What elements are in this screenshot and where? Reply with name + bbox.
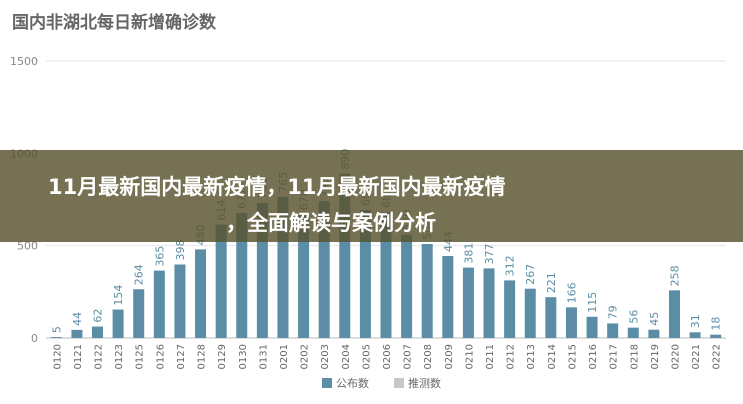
- bar: [215, 224, 227, 338]
- bar: [50, 337, 62, 338]
- bar: [627, 327, 639, 338]
- legend-label: 公布数: [336, 377, 369, 390]
- data-label: 258: [668, 265, 681, 286]
- x-tick-label: 0222: [712, 344, 723, 369]
- x-tick-label: 0214: [547, 344, 558, 369]
- legend-label: 推测数: [408, 376, 441, 390]
- bar: [504, 280, 516, 338]
- chart-title: 国内非湖北每日新增确诊数: [12, 12, 217, 33]
- x-tick-label: 0206: [382, 344, 393, 369]
- x-tick-label: 0210: [464, 344, 475, 369]
- bar: [380, 212, 392, 338]
- x-tick-label: 0127: [176, 344, 187, 369]
- banner-text: ，全面解读与案例分析: [226, 211, 436, 235]
- x-tick-label: 0129: [217, 344, 228, 369]
- x-tick-label: 0207: [403, 344, 414, 369]
- bar: [401, 234, 413, 338]
- y-tick-label: 500: [17, 240, 38, 253]
- data-label: 44: [71, 312, 84, 326]
- bar: [586, 316, 598, 338]
- bar: [174, 264, 186, 338]
- x-tick-label: 0217: [609, 344, 620, 369]
- x-tick-label: 0202: [300, 344, 311, 369]
- bar: [92, 326, 104, 338]
- x-tick-label: 0211: [485, 344, 496, 369]
- bar: [648, 329, 660, 338]
- bar: [277, 196, 289, 338]
- data-label: 267: [524, 264, 537, 285]
- data-label: 154: [112, 285, 125, 306]
- data-label: 166: [565, 282, 578, 303]
- data-label: 45: [648, 312, 661, 326]
- y-tick-label: 1500: [10, 55, 38, 68]
- x-tick-label: 0215: [567, 344, 578, 369]
- data-label: 62: [92, 309, 105, 323]
- bar: [483, 268, 495, 338]
- data-label: 264: [133, 264, 146, 285]
- bar: [195, 249, 207, 338]
- bar: [71, 329, 83, 338]
- data-label: 312: [504, 255, 517, 276]
- bar: [524, 288, 536, 338]
- x-tick-label: 0221: [691, 344, 702, 369]
- x-tick-label: 0125: [135, 344, 146, 369]
- x-tick-label: 0130: [238, 344, 249, 369]
- data-label: 381: [462, 243, 475, 264]
- x-tick-label: 0209: [444, 344, 455, 369]
- bar: [112, 309, 124, 338]
- x-tick-label: 0203: [320, 344, 331, 369]
- data-label: 377: [483, 243, 496, 264]
- x-tick-label: 0201: [279, 344, 290, 369]
- data-label: 365: [153, 246, 166, 267]
- data-label: 115: [586, 292, 599, 313]
- x-tick-label: 0121: [73, 344, 84, 369]
- x-tick-label: 0123: [114, 344, 125, 369]
- x-tick-label: 0220: [670, 344, 681, 369]
- data-label: 56: [627, 310, 640, 324]
- data-label: 31: [689, 314, 702, 328]
- x-tick-label: 0205: [361, 344, 372, 369]
- x-tick-label: 0212: [506, 344, 517, 369]
- bar: [256, 203, 268, 338]
- data-label: 221: [545, 272, 558, 293]
- data-label: 79: [607, 305, 620, 319]
- bar: [442, 256, 454, 338]
- banner-text: 11月最新国内最新疫情，11月最新国内最新疫情: [48, 175, 505, 199]
- bar: [421, 244, 433, 338]
- x-tick-label: 0204: [341, 344, 352, 369]
- legend-swatch: [322, 378, 332, 388]
- x-tick-label: 0219: [650, 344, 661, 369]
- x-tick-label: 0128: [197, 344, 208, 369]
- bar: [565, 307, 577, 338]
- x-tick-label: 0213: [526, 344, 537, 369]
- bar: [359, 210, 371, 338]
- y-tick-label: 0: [31, 332, 38, 345]
- legend-swatch: [394, 378, 404, 388]
- bar: [668, 290, 680, 338]
- x-tick-label: 0126: [155, 344, 166, 369]
- bar: [545, 297, 557, 338]
- bar: [298, 214, 310, 338]
- data-label: 18: [710, 317, 723, 331]
- bar: [133, 289, 145, 338]
- x-tick-label: 0120: [52, 344, 63, 369]
- x-tick-label: 0216: [588, 344, 599, 369]
- bar: [339, 173, 351, 338]
- x-tick-label: 0208: [423, 344, 434, 369]
- data-label: 5: [50, 326, 63, 333]
- x-tick-label: 0131: [258, 344, 269, 369]
- bar: [236, 212, 248, 338]
- bar: [462, 267, 474, 338]
- x-tick-label: 0218: [629, 344, 640, 369]
- bar: [153, 270, 165, 338]
- data-label: 398: [174, 240, 187, 261]
- banner: [0, 150, 743, 242]
- bar: [607, 323, 619, 338]
- bar: [710, 334, 722, 338]
- bar: [318, 201, 330, 338]
- x-tick-label: 0122: [94, 344, 105, 369]
- bar: [689, 332, 701, 338]
